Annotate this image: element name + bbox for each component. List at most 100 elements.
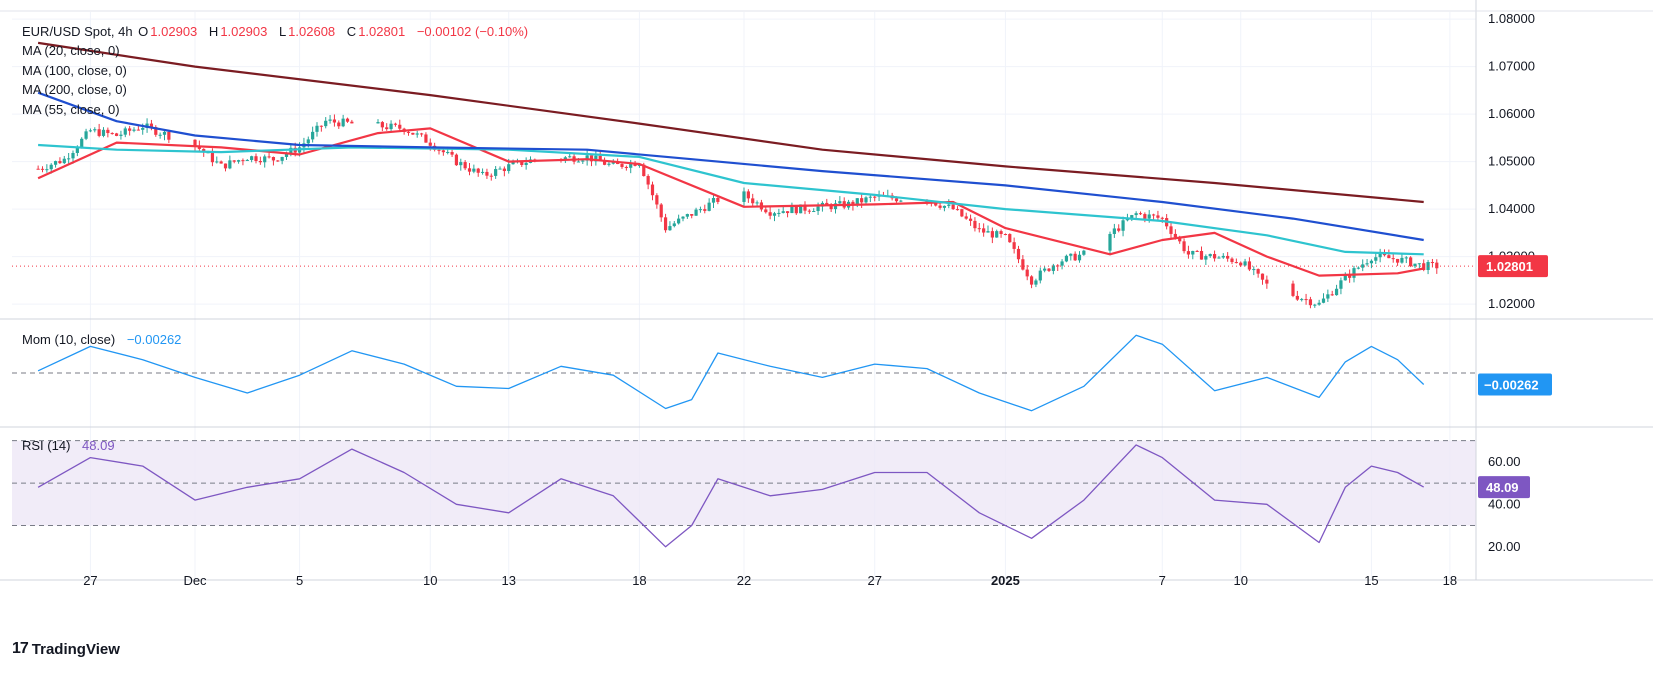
candle-body bbox=[1008, 234, 1012, 243]
rsi-badge-label: 48.09 bbox=[1486, 480, 1519, 495]
candle-body bbox=[472, 168, 476, 172]
time-tick-label: 10 bbox=[1233, 573, 1247, 588]
candle-body bbox=[1051, 265, 1055, 271]
low-label: L bbox=[278, 24, 287, 39]
time-tick-label: 13 bbox=[501, 573, 515, 588]
time-tick-label: 27 bbox=[867, 573, 881, 588]
candle-body bbox=[790, 206, 794, 214]
candle-body bbox=[799, 204, 803, 214]
candle-body bbox=[1409, 257, 1413, 267]
ma200-line bbox=[37, 41, 1424, 204]
candle-body bbox=[1147, 214, 1151, 219]
candle-body bbox=[280, 156, 284, 161]
candle-body bbox=[833, 203, 838, 210]
candle-body bbox=[716, 198, 720, 202]
candle-body bbox=[1413, 263, 1417, 267]
tradingview-text: TradingView bbox=[31, 640, 120, 658]
candle-body bbox=[816, 206, 820, 212]
candle-body bbox=[332, 119, 337, 123]
candle-body bbox=[149, 123, 154, 128]
candle-body bbox=[1256, 269, 1260, 274]
candle-body bbox=[476, 168, 480, 173]
ma55-legend[interactable]: MA (55, close, 0) bbox=[22, 102, 120, 117]
price-tick-label: 1.04000 bbox=[1488, 201, 1535, 216]
ma200-legend[interactable]: MA (200, close, 0) bbox=[22, 82, 127, 97]
momentum-legend[interactable]: Mom (10, close) −0.00262 bbox=[22, 330, 183, 350]
candle-body bbox=[1265, 279, 1269, 284]
candle-body bbox=[93, 129, 97, 131]
time-tick-label: 18 bbox=[1443, 573, 1457, 588]
candle-body bbox=[1108, 233, 1112, 251]
candle-body bbox=[1186, 251, 1191, 255]
candle-body bbox=[1208, 254, 1212, 257]
candle-body bbox=[785, 211, 790, 214]
candle-body bbox=[663, 217, 668, 231]
candle-body bbox=[1300, 299, 1304, 301]
candle-body bbox=[624, 166, 628, 168]
candle-body bbox=[411, 132, 415, 135]
candle-body bbox=[934, 202, 938, 206]
candle-body bbox=[1230, 258, 1234, 263]
candle-body bbox=[1151, 214, 1156, 216]
rsi-legend[interactable]: RSI (14) 48.09 bbox=[22, 436, 117, 456]
candle-body bbox=[419, 133, 424, 135]
candle-body bbox=[1217, 257, 1221, 259]
candle-body bbox=[511, 162, 515, 165]
tradingview-logo[interactable]: 17 TradingView bbox=[12, 640, 120, 658]
candle-body bbox=[672, 223, 676, 227]
candle-body bbox=[1330, 294, 1334, 296]
candle-body bbox=[1226, 255, 1230, 259]
candle-body bbox=[1212, 254, 1217, 259]
price-tick-label: 1.08000 bbox=[1488, 11, 1535, 26]
candle-body bbox=[498, 168, 502, 170]
candle-body bbox=[637, 164, 642, 166]
candle-body bbox=[1291, 283, 1295, 296]
tradingview-icon: 17 bbox=[12, 640, 29, 657]
candle-body bbox=[128, 128, 132, 131]
time-tick-label: 22 bbox=[737, 573, 751, 588]
rsi-tick-label: 40.00 bbox=[1488, 496, 1521, 511]
candle-body bbox=[1313, 304, 1317, 306]
candle-body bbox=[350, 121, 354, 124]
axis-labels: 1.020001.030001.040001.050001.060001.070… bbox=[83, 11, 1552, 588]
candle-body bbox=[250, 156, 254, 160]
candle-body bbox=[1038, 270, 1042, 281]
candle-body bbox=[1021, 259, 1025, 270]
candle-body bbox=[437, 149, 441, 151]
candle-body bbox=[764, 209, 768, 213]
candle-body bbox=[276, 160, 280, 162]
candle-body bbox=[1025, 269, 1029, 277]
candle-body bbox=[228, 160, 232, 169]
candle-body bbox=[215, 161, 219, 163]
candle-body bbox=[223, 163, 228, 169]
price-tick-label: 1.06000 bbox=[1488, 106, 1535, 121]
ma20-line bbox=[37, 127, 1424, 277]
candle-body bbox=[110, 133, 114, 135]
candle-body bbox=[1073, 253, 1077, 261]
candle-body bbox=[376, 122, 380, 124]
rsi-tick-label: 20.00 bbox=[1488, 539, 1521, 554]
ma100-legend[interactable]: MA (100, close, 0) bbox=[22, 63, 127, 78]
candle-body bbox=[1160, 217, 1164, 219]
candle-body bbox=[398, 124, 402, 129]
candle-body bbox=[938, 205, 942, 208]
candle-body bbox=[690, 214, 694, 216]
close-value: 1.02801 bbox=[358, 24, 406, 39]
candle-body bbox=[1134, 213, 1138, 216]
candle-body bbox=[232, 160, 236, 162]
candle-body bbox=[1400, 257, 1404, 263]
candle-body bbox=[424, 134, 428, 143]
candle-body bbox=[685, 214, 689, 217]
candle-body bbox=[1060, 261, 1064, 266]
high-label: H bbox=[208, 24, 219, 39]
candle-body bbox=[576, 161, 581, 163]
candle-body bbox=[1374, 257, 1378, 261]
candle-body bbox=[668, 226, 672, 231]
candle-body bbox=[1391, 258, 1395, 260]
candle-body bbox=[241, 160, 245, 162]
candle-body bbox=[101, 129, 106, 136]
ma20-legend[interactable]: MA (20, close, 0) bbox=[22, 43, 120, 58]
candle-body bbox=[1395, 258, 1400, 263]
